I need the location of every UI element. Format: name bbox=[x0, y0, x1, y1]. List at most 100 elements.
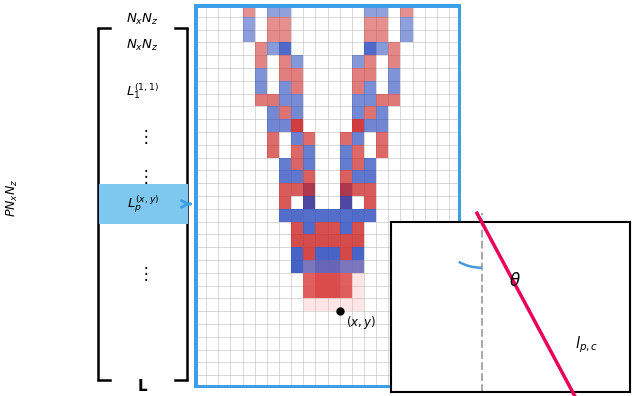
Bar bbox=[364, 55, 376, 68]
Bar bbox=[303, 273, 315, 286]
Bar bbox=[242, 17, 254, 30]
Bar bbox=[340, 286, 352, 299]
Bar bbox=[303, 260, 315, 273]
Bar bbox=[242, 30, 254, 42]
Bar bbox=[328, 260, 340, 273]
Bar bbox=[303, 234, 315, 247]
Bar bbox=[291, 145, 303, 158]
Bar bbox=[267, 4, 279, 17]
Bar bbox=[279, 42, 291, 55]
Bar bbox=[267, 17, 279, 30]
Bar bbox=[328, 286, 340, 299]
Bar bbox=[364, 209, 376, 222]
Bar bbox=[352, 132, 364, 145]
Bar bbox=[352, 209, 364, 222]
Text: $N_x N_z$: $N_x N_z$ bbox=[126, 38, 159, 53]
Bar bbox=[364, 107, 376, 119]
Bar bbox=[254, 81, 267, 93]
Text: $l_{p,c}$: $l_{p,c}$ bbox=[575, 334, 598, 355]
Bar bbox=[364, 183, 376, 196]
Bar bbox=[303, 273, 315, 286]
Bar bbox=[291, 247, 303, 260]
Bar bbox=[291, 170, 303, 183]
Bar bbox=[267, 119, 279, 132]
Bar bbox=[352, 260, 364, 273]
Bar bbox=[340, 273, 352, 286]
Bar bbox=[303, 183, 315, 196]
Bar bbox=[388, 55, 401, 68]
Bar bbox=[303, 158, 315, 170]
Bar bbox=[315, 260, 328, 273]
Bar bbox=[388, 68, 401, 81]
Bar bbox=[328, 273, 340, 286]
Bar bbox=[340, 222, 352, 234]
Text: $L_1^{(1,1)}$: $L_1^{(1,1)}$ bbox=[126, 81, 159, 101]
Bar bbox=[267, 42, 279, 55]
Bar bbox=[279, 17, 291, 30]
Bar bbox=[315, 286, 328, 299]
Bar bbox=[303, 209, 315, 222]
Bar bbox=[279, 30, 291, 42]
Bar bbox=[364, 17, 376, 30]
Bar bbox=[340, 183, 352, 196]
Bar bbox=[340, 299, 352, 311]
Text: $PN_xN_z$: $PN_xN_z$ bbox=[4, 179, 20, 217]
Bar bbox=[279, 68, 291, 81]
Bar bbox=[376, 42, 388, 55]
Bar bbox=[376, 145, 388, 158]
Bar bbox=[303, 183, 315, 196]
Bar bbox=[279, 183, 291, 196]
Bar bbox=[291, 183, 303, 196]
Bar bbox=[279, 107, 291, 119]
Bar bbox=[364, 68, 376, 81]
Text: $L_p^{(x,y)}$: $L_p^{(x,y)}$ bbox=[127, 193, 160, 215]
Bar bbox=[267, 145, 279, 158]
Bar bbox=[328, 247, 340, 260]
Bar bbox=[291, 55, 303, 68]
Bar bbox=[279, 119, 291, 132]
Bar bbox=[340, 247, 352, 260]
Bar bbox=[340, 273, 352, 286]
Bar bbox=[340, 286, 352, 299]
Bar bbox=[352, 299, 364, 311]
Bar bbox=[279, 209, 291, 222]
Bar bbox=[267, 107, 279, 119]
Bar bbox=[364, 196, 376, 209]
Bar bbox=[291, 119, 303, 132]
Bar bbox=[352, 55, 364, 68]
FancyBboxPatch shape bbox=[99, 184, 188, 224]
Bar bbox=[352, 247, 364, 260]
Bar bbox=[291, 132, 303, 145]
Bar bbox=[340, 132, 352, 145]
Bar bbox=[291, 68, 303, 81]
Bar bbox=[388, 81, 401, 93]
Bar bbox=[388, 93, 401, 107]
Text: $\vdots$: $\vdots$ bbox=[137, 127, 148, 146]
Bar bbox=[267, 93, 279, 107]
Bar bbox=[352, 145, 364, 158]
Text: $N_x N_z$: $N_x N_z$ bbox=[126, 12, 159, 27]
Bar bbox=[352, 183, 364, 196]
Bar bbox=[315, 273, 328, 286]
Bar bbox=[291, 260, 303, 273]
Bar bbox=[376, 93, 388, 107]
Bar bbox=[376, 107, 388, 119]
Bar bbox=[328, 286, 340, 299]
Bar bbox=[328, 286, 340, 299]
Bar bbox=[279, 158, 291, 170]
Bar bbox=[303, 222, 315, 234]
Bar bbox=[279, 42, 291, 55]
Bar bbox=[315, 247, 328, 260]
Bar bbox=[315, 260, 328, 273]
Bar bbox=[376, 17, 388, 30]
Bar bbox=[376, 119, 388, 132]
Bar bbox=[352, 119, 364, 132]
Bar bbox=[303, 299, 315, 311]
Bar bbox=[340, 145, 352, 158]
Bar bbox=[340, 234, 352, 247]
Bar bbox=[291, 158, 303, 170]
Bar bbox=[315, 286, 328, 299]
Bar bbox=[328, 260, 340, 273]
Bar bbox=[315, 286, 328, 299]
Bar bbox=[315, 222, 328, 234]
